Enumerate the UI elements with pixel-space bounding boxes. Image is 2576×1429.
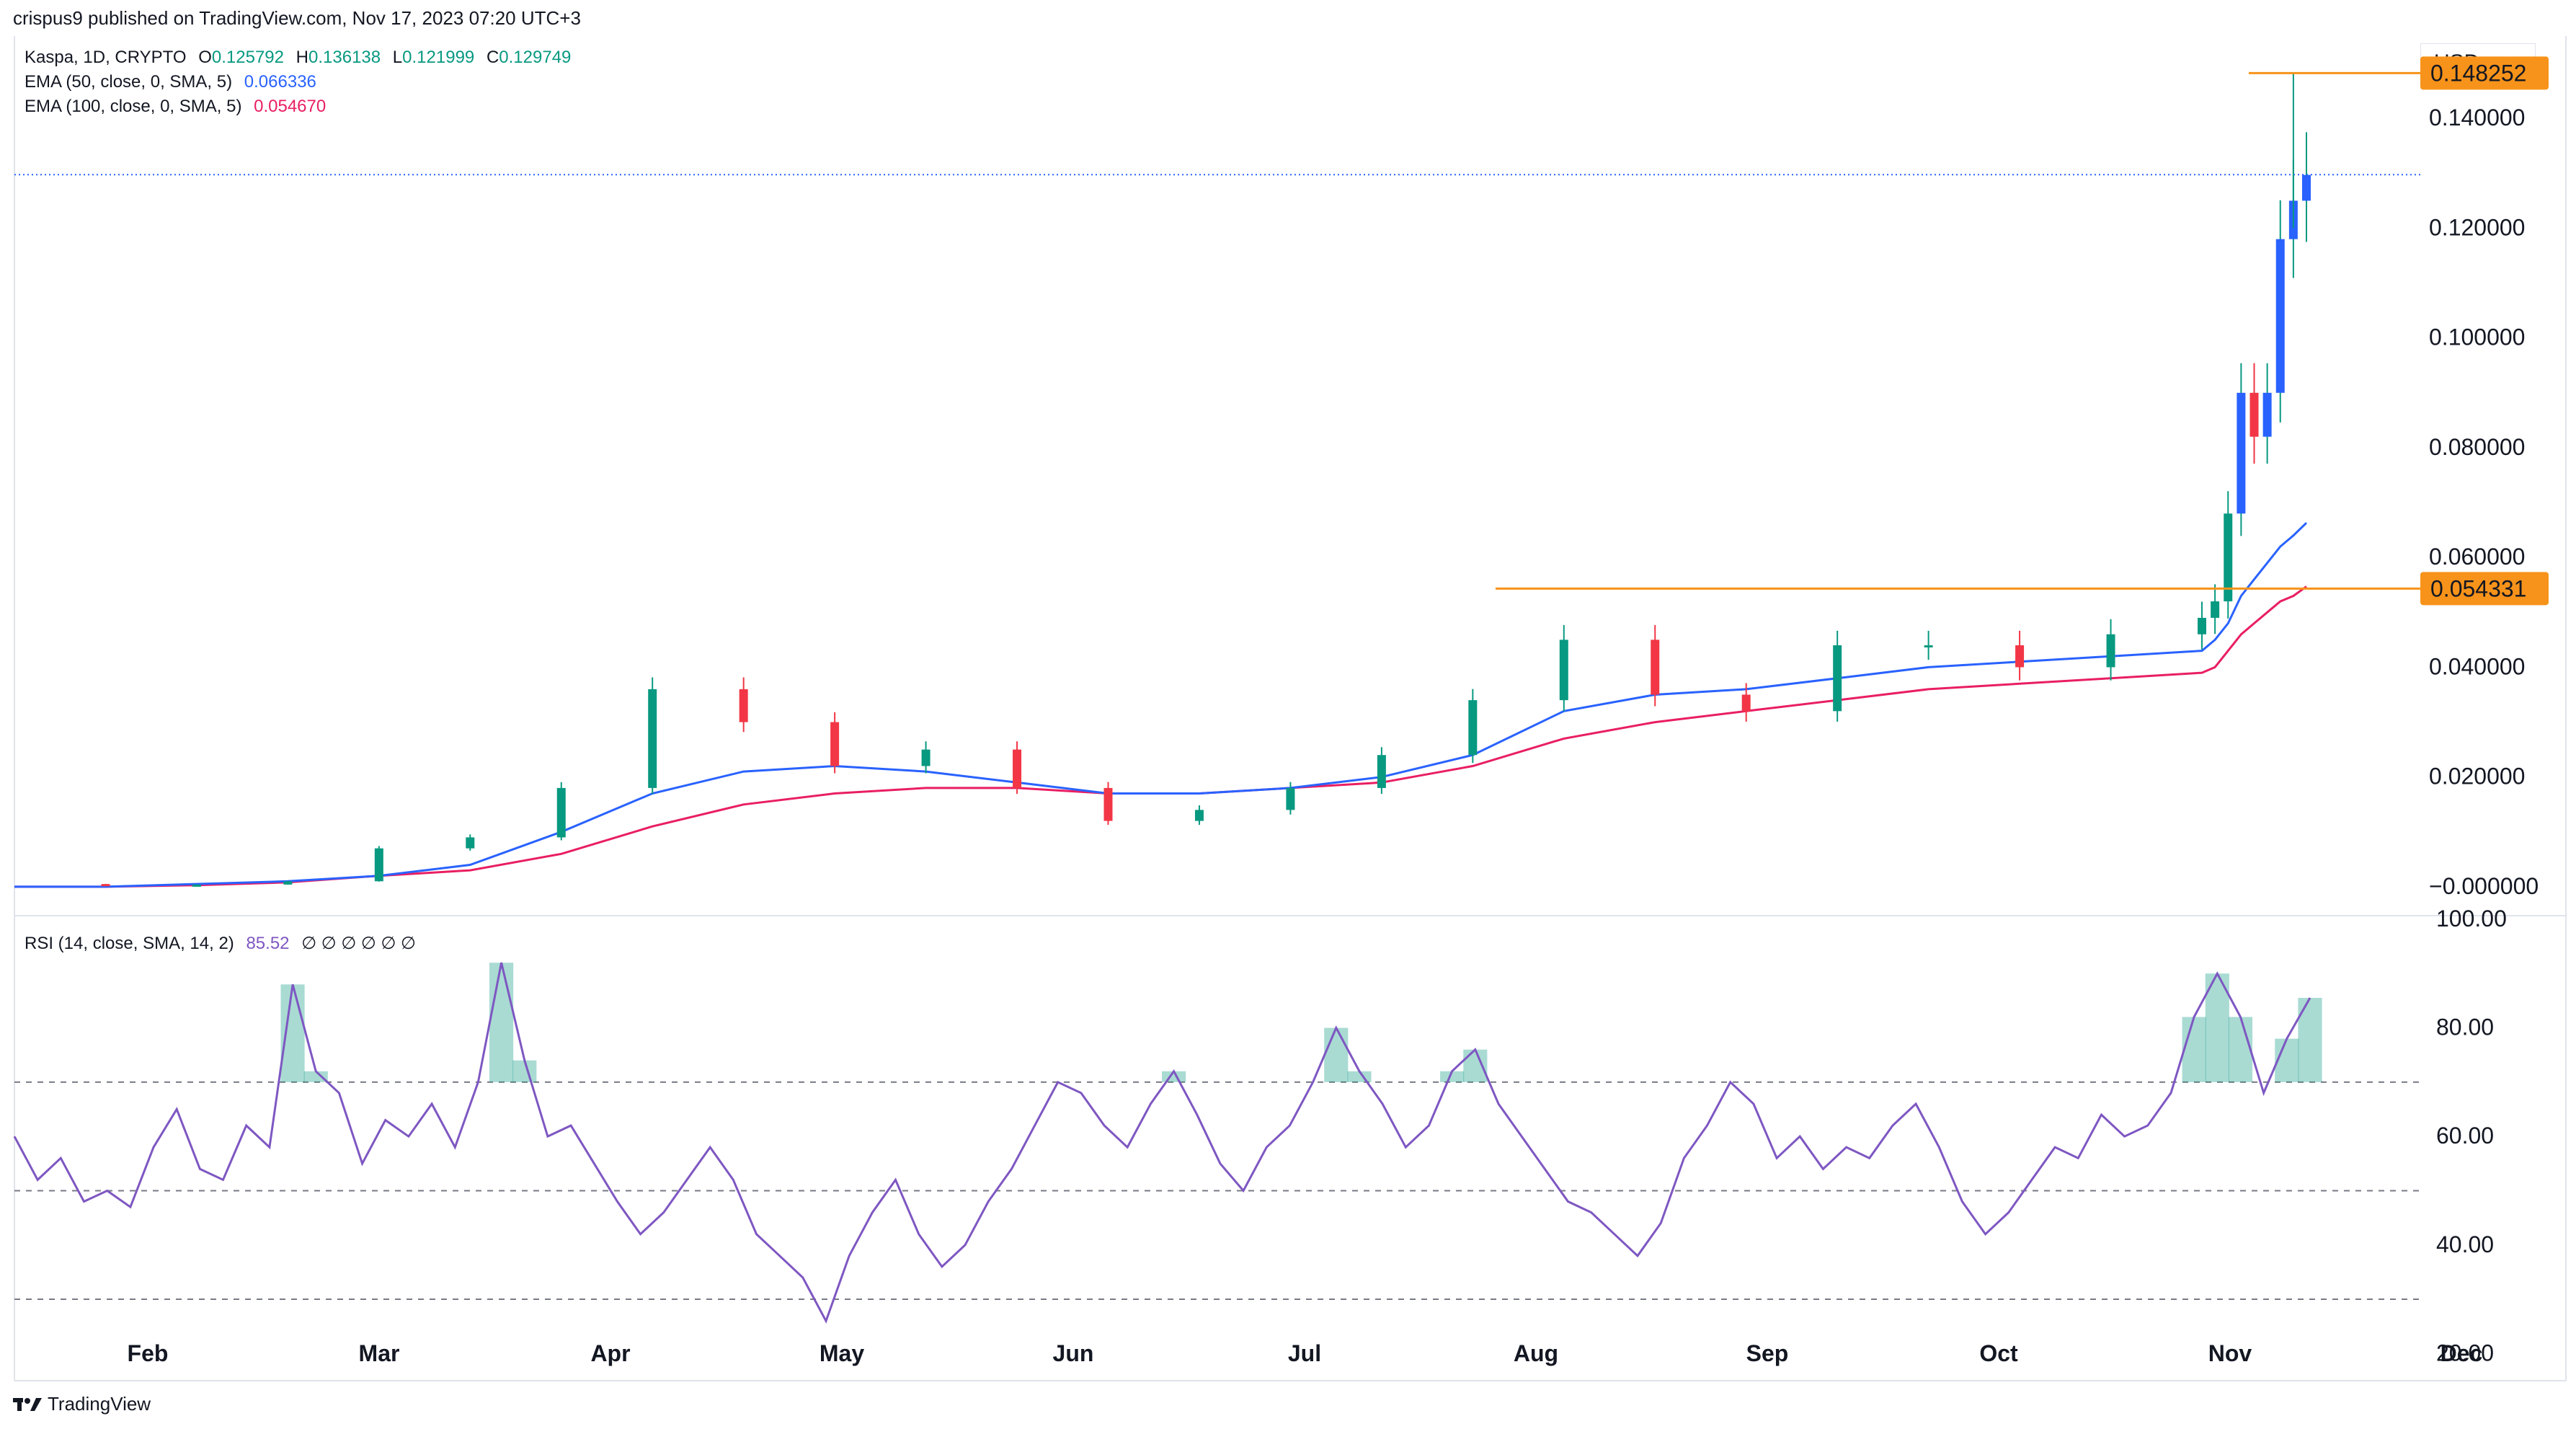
candle-body: [1103, 787, 1113, 821]
rsi-axis-tick: 100.00: [2436, 906, 2507, 932]
ohlc-high: H0.136138: [296, 48, 381, 67]
ohlc-open: O0.125792: [198, 48, 284, 67]
time-axis-label: Mar: [359, 1340, 400, 1366]
candle-body: [283, 881, 293, 885]
time-axis-label: Feb: [128, 1340, 169, 1366]
price-axis-tick: −0.000000: [2429, 873, 2539, 899]
price-axis-tick: 0.120000: [2429, 214, 2525, 240]
time-axis-label: Sep: [1746, 1340, 1789, 1366]
time-axis-label: Dec: [2440, 1340, 2483, 1366]
ohlc-low: L0.121999: [392, 48, 475, 67]
level-price-badge: [2420, 56, 2549, 90]
ema50-legend: EMA (50, close, 0, SMA, 5) 0.066336: [25, 72, 316, 92]
symbol-title: Kaspa, 1D, CRYPTO: [25, 48, 187, 67]
price-axis-tick: 0.080000: [2429, 434, 2525, 460]
candle-body: [101, 884, 110, 887]
candle-body: [2302, 174, 2311, 201]
level-price-label: 0.054331: [2430, 575, 2526, 601]
time-axis-label: Jul: [1288, 1340, 1321, 1366]
ema100-legend: EMA (100, close, 0, SMA, 5) 0.054670: [25, 97, 327, 116]
candle-body: [1286, 787, 1295, 810]
price-axis-tick: 0.100000: [2429, 324, 2525, 350]
candle-body: [648, 689, 657, 788]
candle-body: [2237, 392, 2246, 514]
candle-body: [1741, 694, 1751, 712]
time-axis-label: Jun: [1053, 1340, 1094, 1366]
price-axis-tick: 0.020000: [2429, 764, 2525, 789]
candle-body: [2249, 392, 2259, 437]
candle-body: [1924, 645, 1933, 647]
publisher-caption: crispus9 published on TradingView.com, N…: [13, 7, 581, 29]
time-axis-label: Aug: [1514, 1340, 1558, 1366]
ohlc-close: C0.129749: [486, 48, 572, 67]
candle-body: [830, 722, 840, 766]
level-price-label: 0.148252: [2430, 60, 2526, 86]
rsi-legend: RSI (14, close, SMA, 14, 2) 85.52 ∅ ∅ ∅ …: [25, 934, 416, 953]
tradingview-footer: TradingView: [13, 1393, 151, 1415]
candle-body: [192, 884, 201, 887]
candle-body: [1194, 810, 1204, 821]
symbol-legend: Kaspa, 1D, CRYPTO O0.125792 H0.136138 L0…: [25, 48, 578, 68]
candle-body: [2015, 645, 2025, 668]
candle-body: [2262, 392, 2272, 437]
candle-body: [2275, 239, 2285, 393]
rsi-line: [13, 962, 2311, 1324]
price-axis-tick: 0.040000: [2429, 653, 2525, 679]
rsi-axis-tick: 60.00: [2436, 1123, 2494, 1149]
candle-body: [1559, 640, 1568, 701]
candle-body: [1013, 749, 1022, 788]
tradingview-logo-icon: [13, 1397, 42, 1411]
time-axis-label: May: [820, 1340, 864, 1366]
candle-body: [921, 749, 931, 766]
ema50-line: [14, 522, 2308, 888]
candle-body: [374, 848, 383, 882]
candle-body: [739, 689, 748, 722]
candle-body: [2224, 513, 2233, 602]
candle-body: [556, 787, 566, 838]
time-axis-label: Nov: [2208, 1340, 2252, 1366]
price-axis-tick: 0.060000: [2429, 544, 2525, 570]
rsi-axis-tick: 40.00: [2436, 1231, 2494, 1257]
candle-body: [2198, 617, 2206, 634]
candle-body: [1651, 640, 1660, 695]
candle-body: [1377, 755, 1386, 788]
candle-body: [2211, 601, 2220, 618]
time-axis-label: Apr: [590, 1340, 630, 1366]
price-axis-tick: 0.140000: [2429, 105, 2525, 130]
candle-body: [466, 837, 475, 849]
candle-body: [1833, 645, 1842, 712]
rsi-axis-tick: 80.00: [2436, 1014, 2494, 1040]
level-price-badge: [2420, 572, 2549, 606]
candle-body: [2106, 634, 2115, 668]
candle-body: [1468, 700, 1478, 756]
time-axis-label: Oct: [1979, 1340, 2018, 1366]
rsi-axis-tick: 20.00: [2436, 1340, 2494, 1366]
ema100-line: [14, 585, 2307, 888]
